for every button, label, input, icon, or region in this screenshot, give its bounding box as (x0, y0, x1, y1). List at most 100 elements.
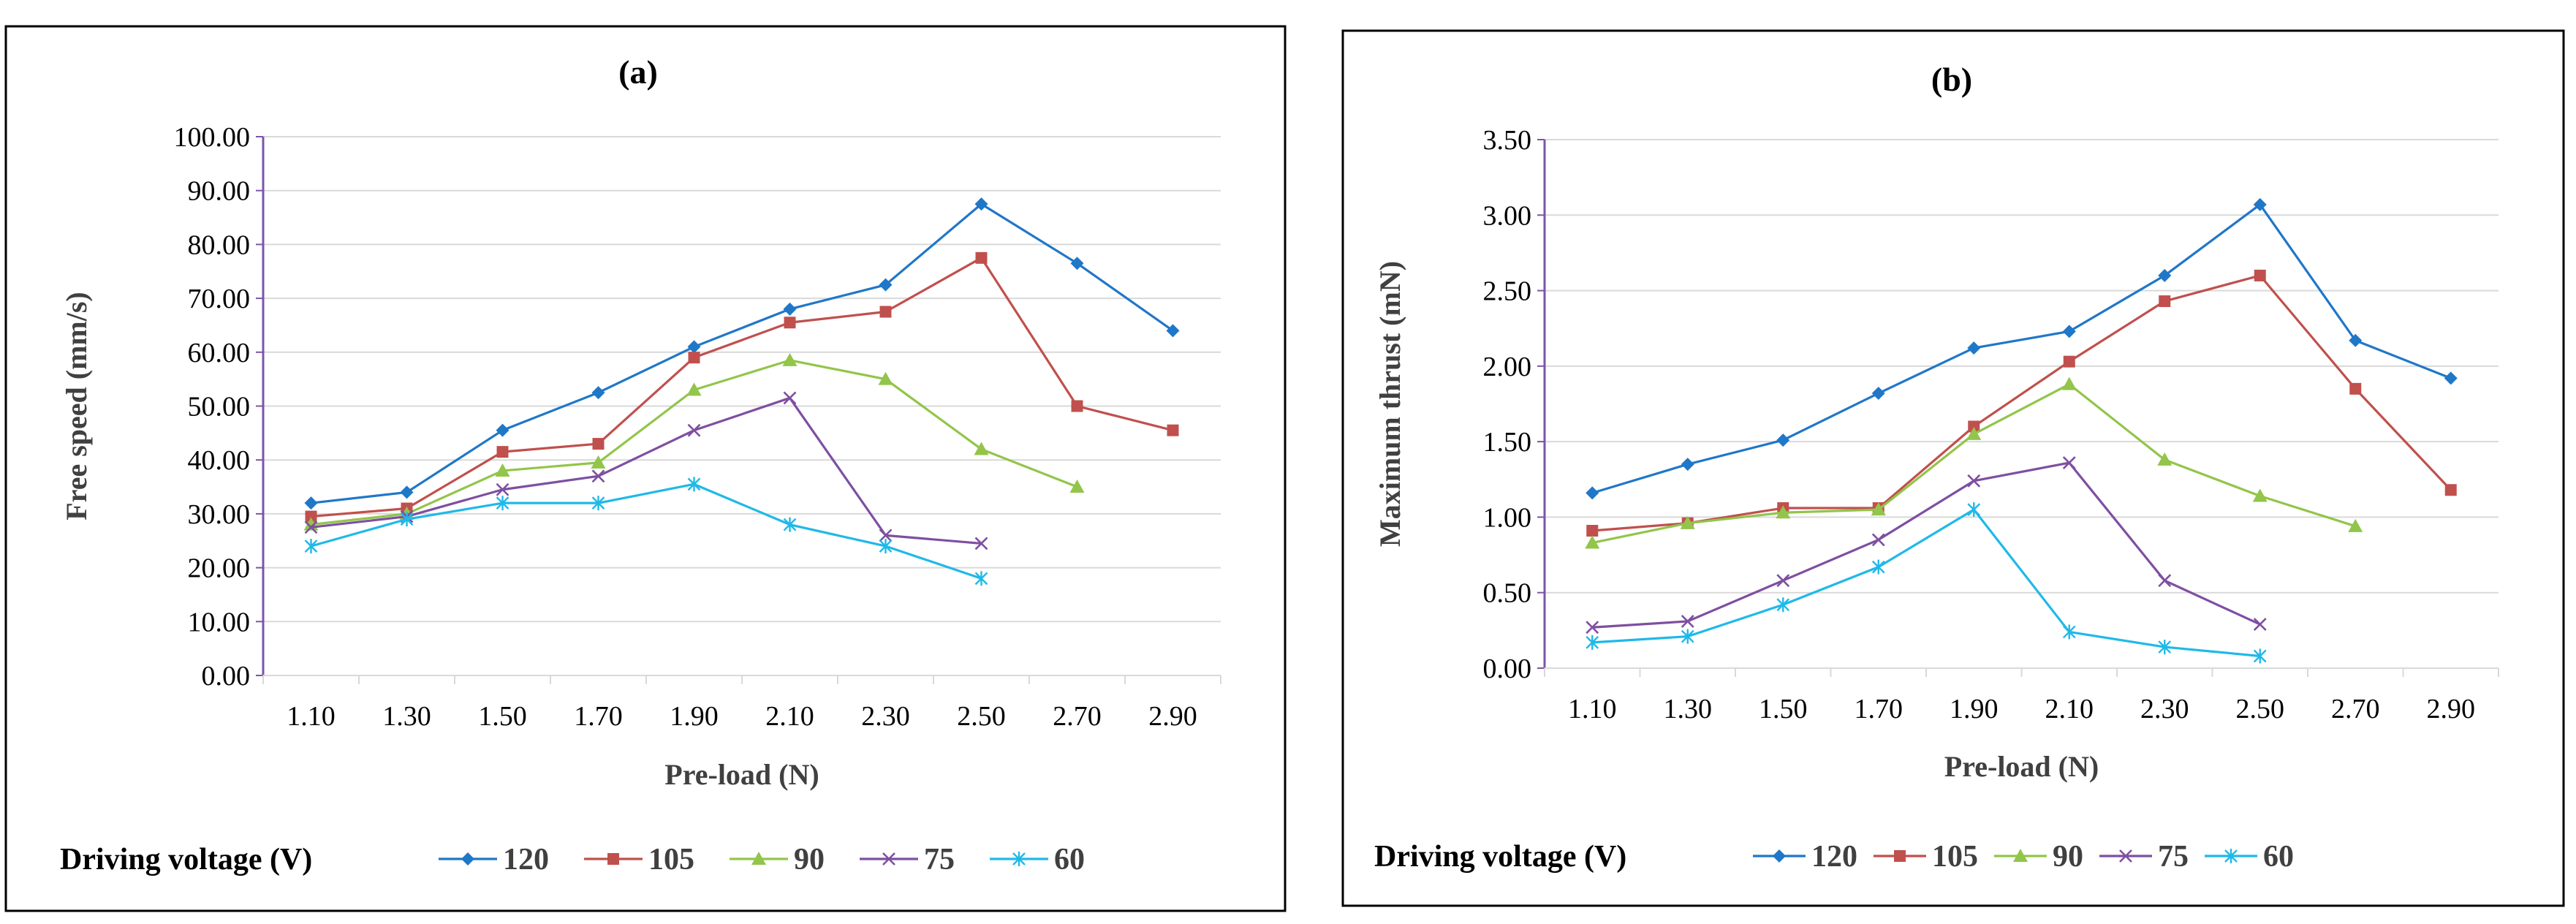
y-tick-label: 1.50 (1483, 427, 1532, 458)
chart-title: (a) (618, 53, 658, 91)
data-point-90 (782, 352, 798, 366)
data-point-75 (783, 391, 797, 405)
data-point-120 (591, 386, 605, 400)
series-line-75 (1592, 461, 2261, 629)
x-tick-label: 2.50 (957, 701, 1006, 732)
data-point-120 (687, 340, 701, 354)
y-tick-label: 0.00 (1483, 654, 1532, 684)
x-tick-label: 1.50 (1759, 694, 1808, 724)
data-point-90 (974, 442, 989, 455)
x-tick-label: 2.70 (1053, 701, 1102, 732)
x-tick-label: 1.70 (574, 701, 623, 732)
data-point-60 (879, 539, 893, 554)
data-point-60 (496, 496, 509, 511)
data-point-120 (304, 496, 318, 510)
data-point-120 (2062, 325, 2076, 338)
y-tick-label: 80.00 (188, 230, 251, 260)
data-point-120 (496, 423, 509, 437)
data-point-90 (2157, 452, 2172, 466)
chart-border (4, 25, 1287, 912)
x-tick-label: 1.90 (1950, 694, 1999, 724)
data-point-105 (879, 306, 892, 318)
data-point-105 (2159, 295, 2171, 308)
x-tick-label: 2.70 (2331, 694, 2380, 724)
data-point-105 (2063, 355, 2075, 368)
x-tick-label: 2.10 (2045, 694, 2094, 724)
legend-marker-75 (882, 852, 895, 866)
data-point-120 (2349, 333, 2363, 347)
legend-label-120: 120 (503, 843, 549, 876)
x-tick-label: 1.30 (1664, 694, 1713, 724)
y-tick-label: 60.00 (188, 338, 251, 368)
data-point-105 (496, 446, 509, 458)
data-point-120 (1776, 433, 1790, 447)
legend-label-120: 120 (1811, 840, 1857, 874)
chart-border (1341, 29, 2565, 907)
chart-title: (b) (1931, 61, 1972, 98)
x-tick-label: 1.10 (1568, 694, 1617, 724)
x-tick-label: 1.30 (382, 701, 431, 732)
data-point-60 (591, 496, 605, 511)
legend-label-105: 105 (1932, 840, 1978, 874)
data-point-75 (1776, 574, 1790, 588)
legend-label-60: 60 (2263, 840, 2294, 874)
data-point-60 (2253, 648, 2267, 664)
series-line-120 (311, 202, 1174, 504)
legend-label-90: 90 (794, 843, 825, 876)
legend-label-105: 105 (648, 843, 694, 876)
data-point-75 (1871, 533, 1885, 547)
data-point-90 (1680, 515, 1695, 529)
data-point-120 (1871, 387, 1885, 401)
legend-label-75: 75 (2158, 840, 2189, 874)
x-tick-label: 1.90 (670, 701, 719, 732)
data-point-60 (1586, 635, 1599, 650)
data-point-75 (591, 469, 605, 483)
y-tick-label: 90.00 (188, 176, 251, 207)
legend-marker-105 (607, 853, 619, 865)
data-point-120 (1681, 458, 1694, 472)
data-point-90 (495, 463, 510, 477)
data-point-60 (400, 512, 414, 527)
y-axis-title: Maximum thrust (mN) (1374, 261, 1406, 547)
legend-marker-75 (2119, 849, 2132, 863)
y-tick-label: 0.50 (1483, 578, 1532, 609)
data-point-105 (305, 510, 317, 523)
series-line-105 (311, 257, 1173, 518)
chart-b: (b) 0.00 0.50 1.00 1.50 2.00 2.50 3.00 3.50 1.10 1… (1341, 29, 2565, 907)
data-point-90 (1966, 426, 1982, 440)
data-point-120 (783, 302, 797, 316)
data-point-60 (304, 539, 318, 554)
data-point-60 (1967, 502, 1981, 518)
x-tick-label: 2.30 (861, 701, 910, 732)
data-point-75 (1967, 474, 1981, 488)
data-point-90 (2061, 376, 2077, 390)
data-point-120 (1166, 324, 1180, 338)
data-point-75 (1681, 615, 1694, 628)
data-point-60 (1871, 559, 1885, 575)
data-point-105 (1968, 420, 1980, 433)
x-tick-label: 2.50 (2236, 694, 2285, 724)
data-point-60 (783, 517, 797, 532)
legend-label-75: 75 (924, 843, 955, 876)
data-point-120 (2444, 371, 2458, 385)
series-line-60 (311, 482, 982, 580)
data-point-90 (591, 455, 606, 469)
data-point-90 (1871, 502, 1886, 516)
data-point-105 (592, 438, 605, 450)
data-point-75 (304, 520, 318, 534)
legend-marker-105 (1894, 850, 1906, 862)
y-tick-label: 2.50 (1483, 276, 1532, 307)
series-line-60 (1592, 508, 2260, 658)
data-point-60 (1681, 629, 1694, 644)
x-tick-label: 2.90 (2427, 694, 2476, 724)
data-point-120 (1070, 257, 1084, 270)
x-axis-title: Pre-load (N) (664, 758, 819, 791)
data-point-120 (879, 278, 893, 292)
chart-a: (a) 0.00 10.00 20.00 30.00 40.00 50.00 60.00 70.… (4, 25, 1287, 912)
data-point-120 (2158, 268, 2172, 282)
y-tick-label: 3.50 (1483, 125, 1532, 156)
legend-marker-120 (461, 852, 474, 866)
data-point-90 (2252, 488, 2268, 502)
data-point-75 (2062, 456, 2076, 469)
